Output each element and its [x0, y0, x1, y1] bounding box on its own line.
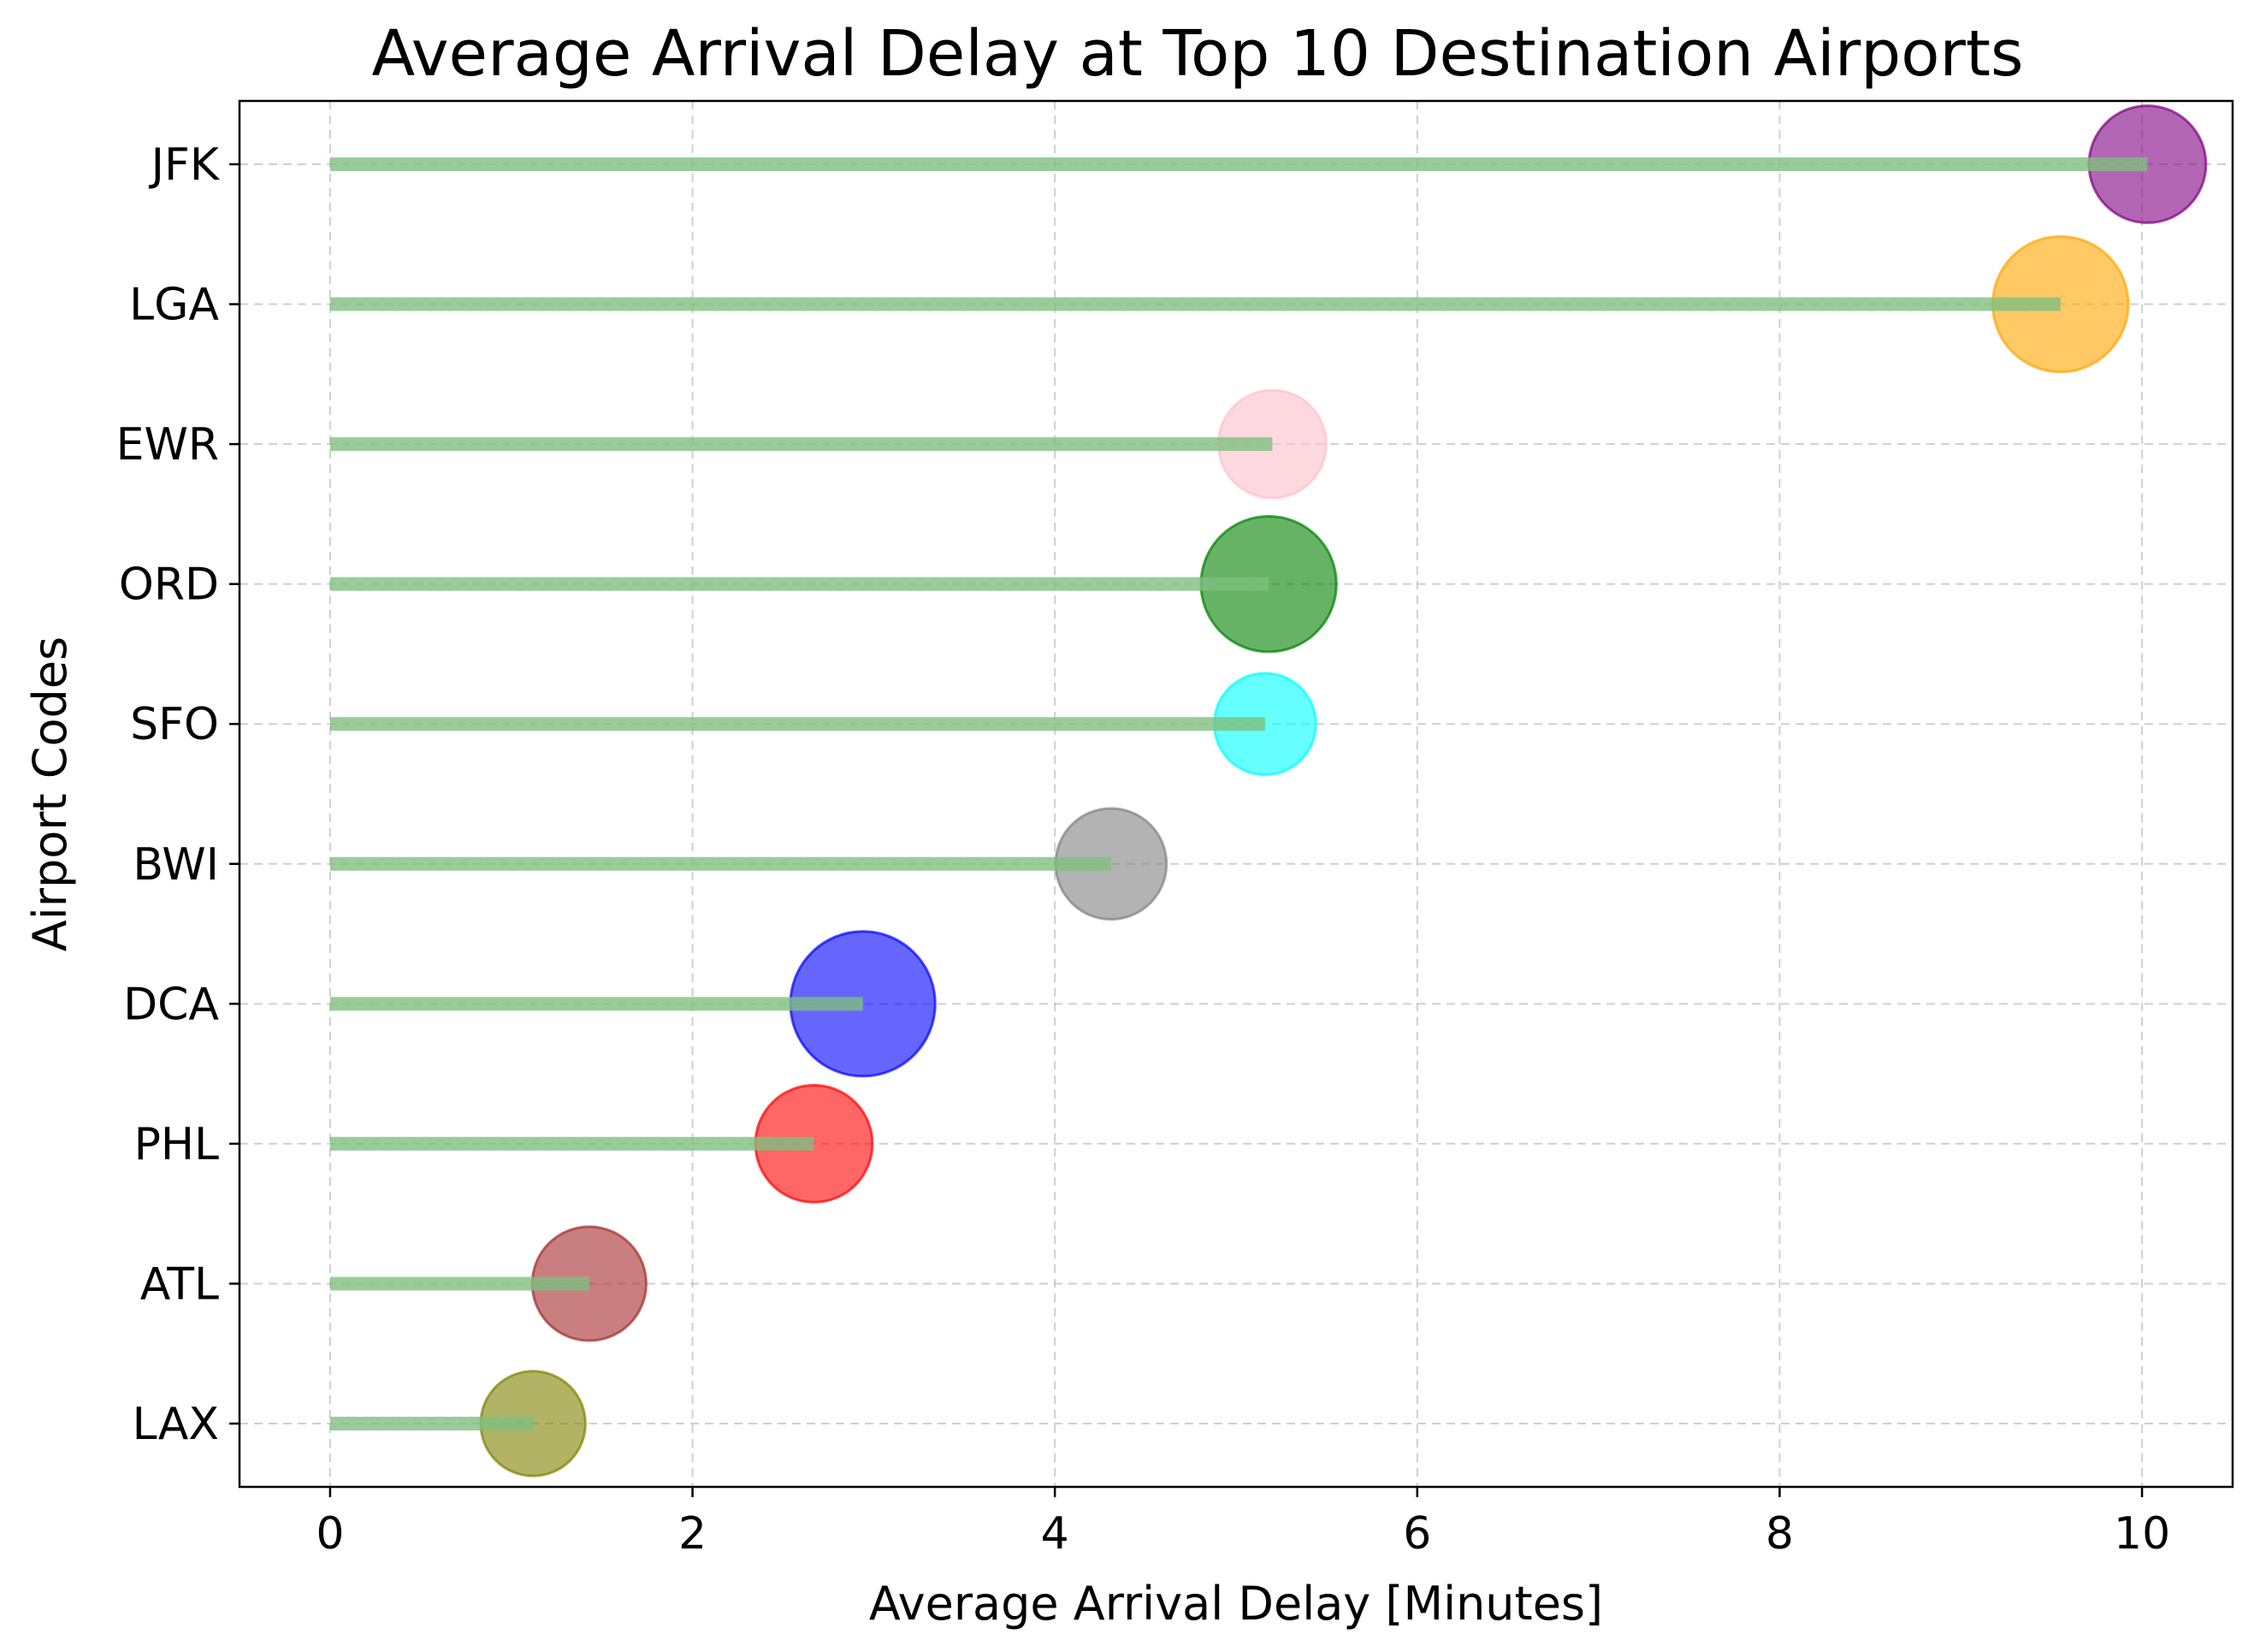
x-axis: 0 2 4 6 8 10 — [316, 1487, 2170, 1560]
y-axis: LAX ATL PHL DCA BWI SFO ORD EWR LGA JFK — [116, 139, 240, 1450]
y-tick-label: DCA — [123, 979, 219, 1030]
x-axis-label: Average Arrival Delay [Minutes] — [869, 1577, 1603, 1631]
y-tick-label: BWI — [133, 839, 219, 891]
y-tick-label: LAX — [133, 1399, 219, 1450]
y-tick-label: ATL — [140, 1258, 219, 1310]
x-tick-label: 10 — [2114, 1508, 2170, 1560]
x-tick-label: 4 — [1041, 1508, 1069, 1560]
y-tick-label: PHL — [134, 1119, 219, 1170]
x-tick-label: 2 — [678, 1508, 707, 1560]
y-tick-label: EWR — [116, 419, 219, 471]
y-tick-label: SFO — [130, 699, 219, 750]
x-tick-label: 0 — [316, 1508, 344, 1560]
y-tick-label: ORD — [119, 560, 219, 611]
y-axis-label: Airport Codes — [23, 637, 77, 951]
y-tick-label: LGA — [129, 280, 219, 331]
marker-layer — [479, 104, 2208, 1477]
stem-layer — [329, 157, 2148, 1430]
y-tick-label: JFK — [149, 139, 221, 191]
x-tick-label: 8 — [1766, 1508, 1794, 1560]
chart-title: Average Arrival Delay at Top 10 Destinat… — [371, 17, 2023, 91]
plot-frame — [238, 99, 2234, 1489]
x-tick-label: 6 — [1403, 1508, 1431, 1560]
